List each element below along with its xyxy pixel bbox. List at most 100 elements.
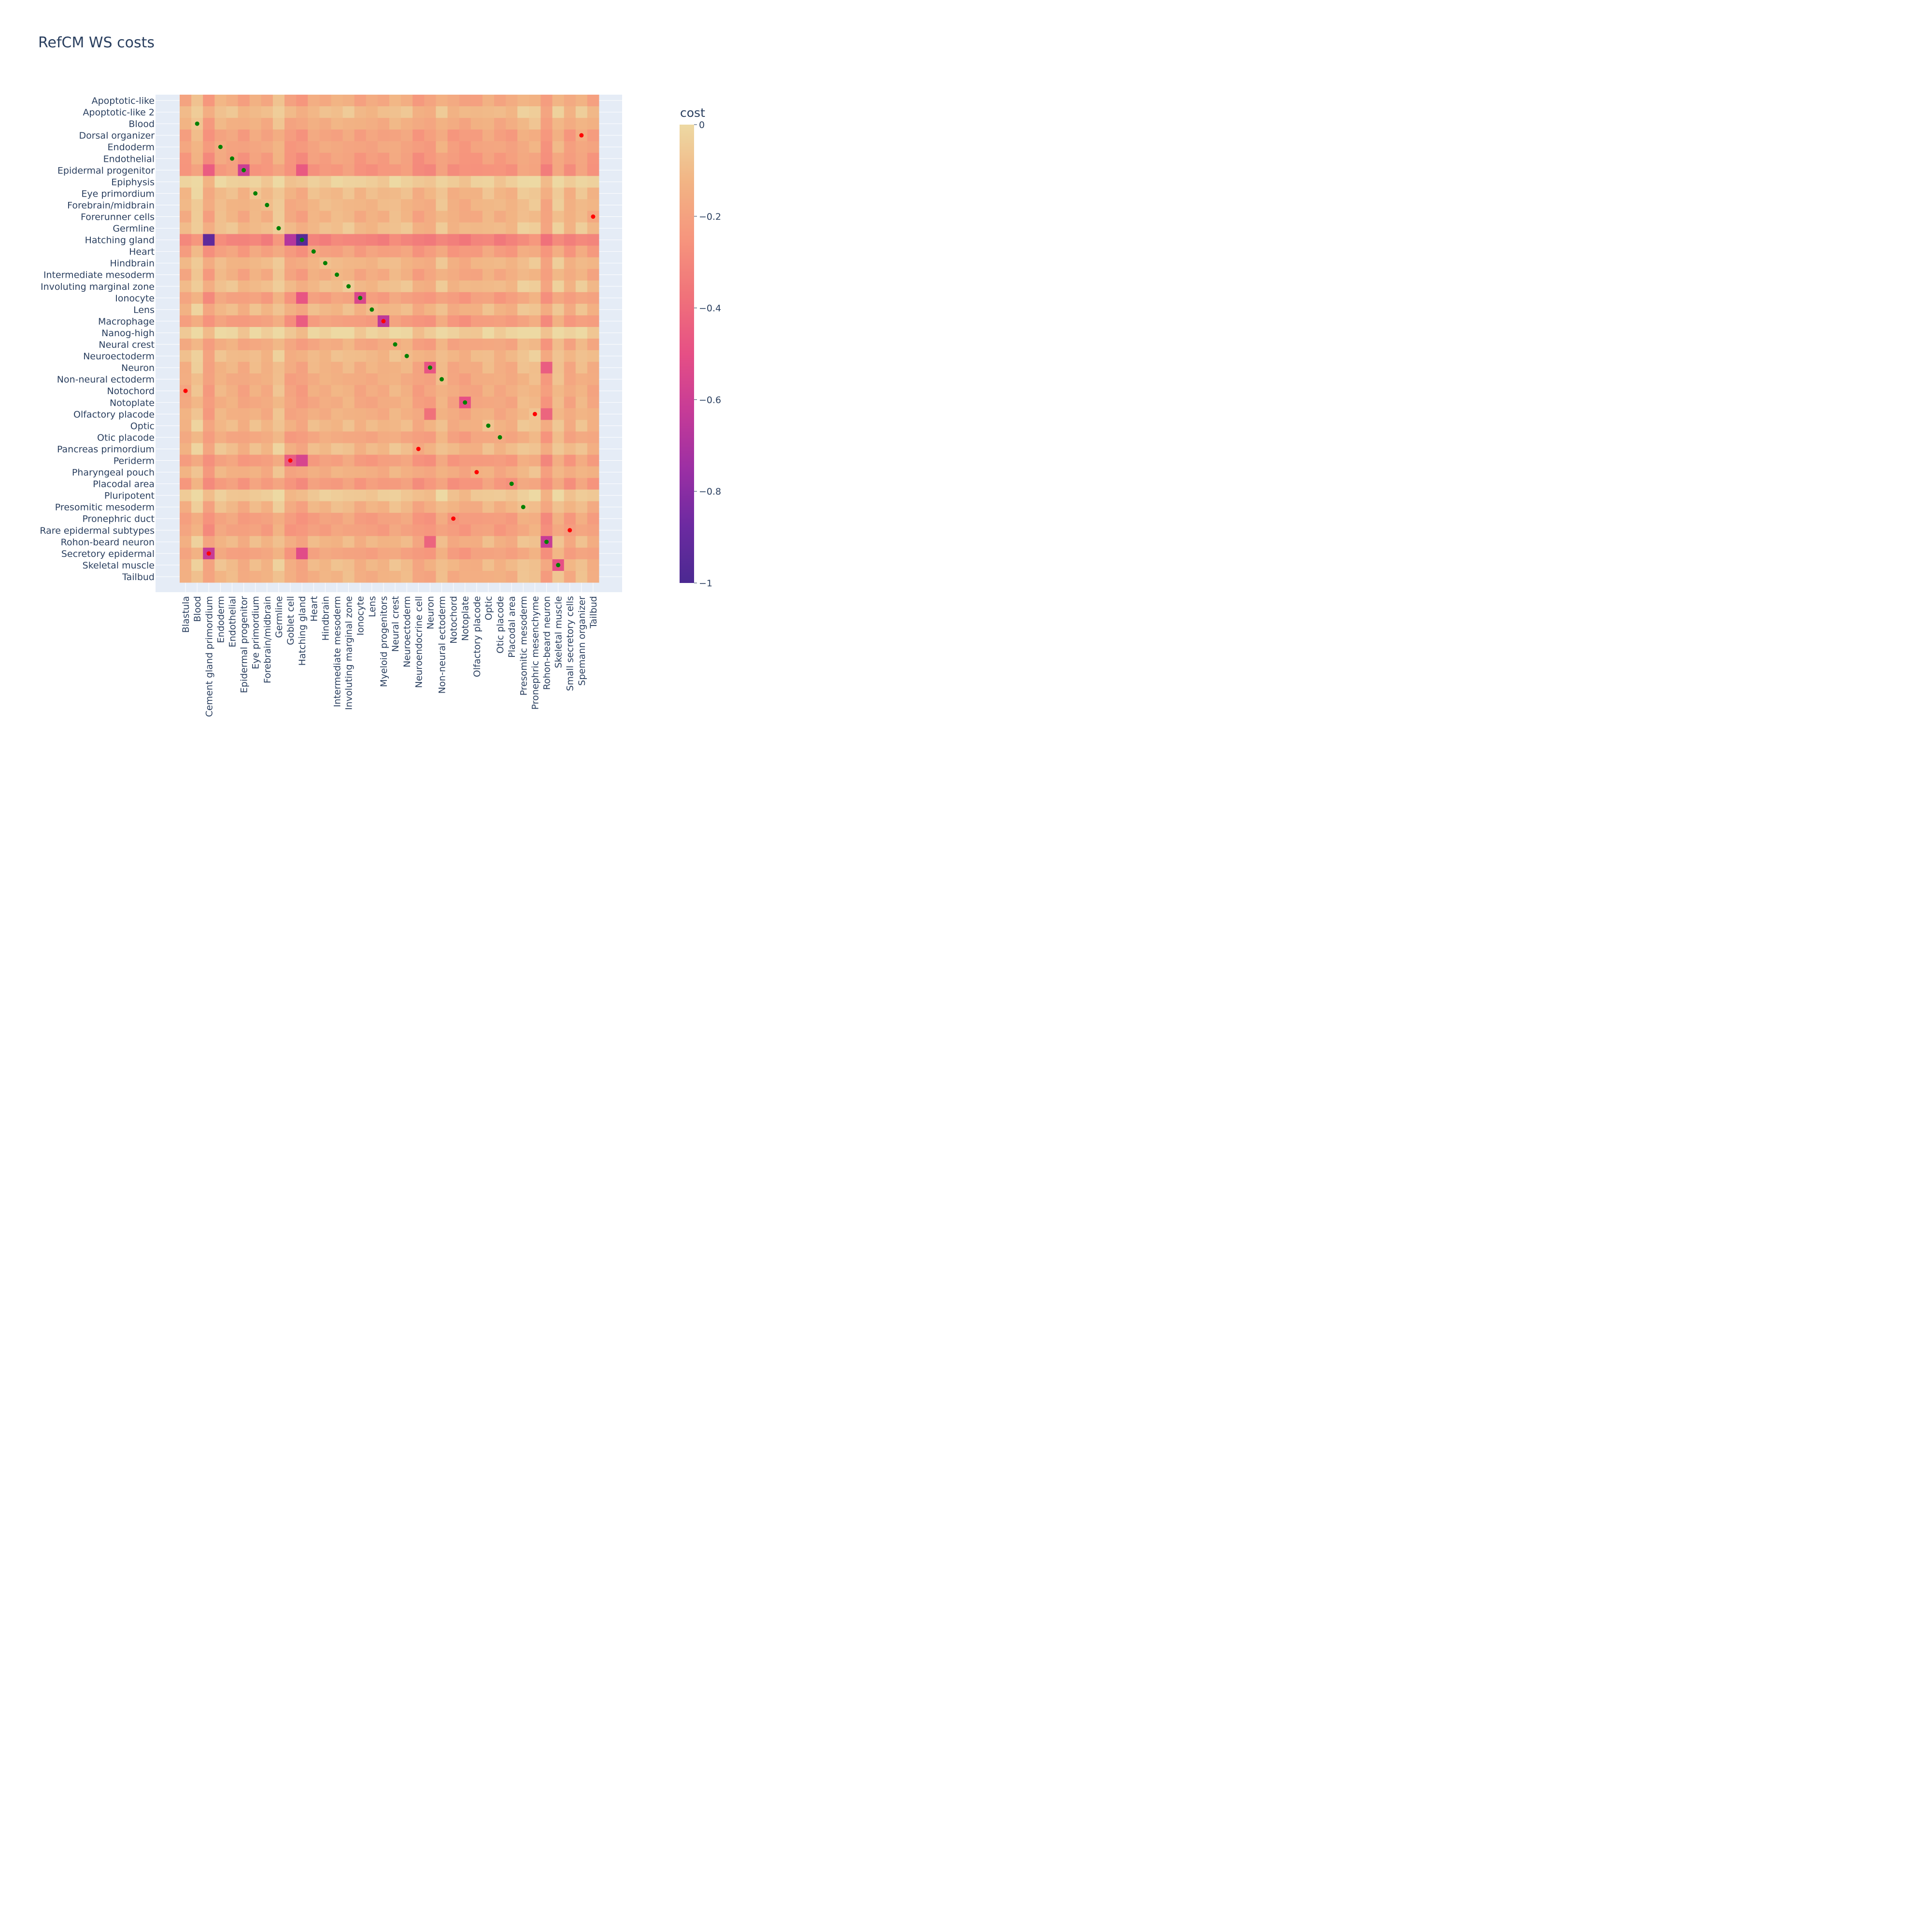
heatmap-cell (470, 547, 483, 560)
y-tick-label: Nanog-high (101, 328, 155, 339)
heatmap-cell (284, 570, 297, 583)
heatmap-cell (575, 269, 588, 281)
heatmap-cell (552, 547, 565, 560)
heatmap-cell (517, 559, 529, 571)
heatmap-cell (226, 478, 238, 490)
heatmap-cell (342, 199, 355, 211)
heatmap-cell (249, 211, 262, 223)
heatmap-cell (424, 280, 436, 293)
heatmap-cell (424, 257, 436, 270)
heatmap-cell (319, 536, 331, 548)
heatmap-cell (587, 455, 599, 467)
heatmap-cell (494, 187, 506, 199)
heatmap-cell (308, 164, 320, 176)
heatmap-cell (272, 536, 285, 548)
heatmap-cell (459, 280, 471, 293)
heatmap-cell (296, 269, 308, 281)
heatmap-cell (342, 466, 355, 478)
heatmap-cell (377, 397, 390, 409)
heatmap-cell (296, 385, 308, 397)
heatmap-cell (249, 466, 262, 478)
heatmap-cell (470, 559, 483, 571)
heatmap-cell (296, 443, 308, 455)
heatmap-cell (261, 315, 273, 327)
heatmap-cell (272, 478, 285, 490)
heatmap-cell (447, 187, 460, 199)
heatmap-cell (249, 257, 262, 270)
heatmap-cell (459, 222, 471, 234)
heatmap-cell (342, 222, 355, 234)
heatmap-cell (272, 292, 285, 304)
heatmap-cell (424, 292, 436, 304)
heatmap-cell (249, 118, 262, 130)
heatmap-cell (552, 478, 565, 490)
heatmap-cell (459, 118, 471, 130)
heatmap-cell (401, 257, 413, 270)
heatmap-cell (238, 408, 250, 420)
heatmap-cell (447, 536, 460, 548)
heatmap-cell (377, 199, 390, 211)
green-marker (299, 238, 304, 242)
heatmap-cell (436, 524, 448, 537)
heatmap-cell (401, 234, 413, 246)
heatmap-cell (540, 199, 553, 211)
heatmap-cell (296, 129, 308, 142)
heatmap-cell (249, 501, 262, 513)
heatmap-cell (587, 397, 599, 409)
heatmap-cell (552, 292, 565, 304)
heatmap-cell (342, 176, 355, 188)
heatmap-cell (459, 153, 471, 165)
heatmap-cell (238, 303, 250, 316)
heatmap-cell (319, 129, 331, 142)
heatmap-cell (203, 339, 215, 351)
heatmap-cell (494, 106, 506, 118)
heatmap-cell (238, 547, 250, 560)
heatmap-cell (342, 350, 355, 362)
heatmap-cell (366, 280, 378, 293)
heatmap-cell (506, 443, 518, 455)
heatmap-cell (494, 303, 506, 316)
heatmap-cell (203, 187, 215, 199)
heatmap-cell (226, 501, 238, 513)
heatmap-cell (575, 373, 588, 385)
heatmap-cell (331, 512, 343, 525)
heatmap-cell (575, 315, 588, 327)
heatmap-cell (261, 327, 273, 339)
heatmap-cell (494, 269, 506, 281)
x-tick-label: Goblet cell (285, 596, 296, 645)
heatmap-cell (180, 570, 192, 583)
heatmap-cell (564, 501, 576, 513)
heatmap-cell (506, 385, 518, 397)
heatmap-cell (308, 524, 320, 537)
heatmap-cell (424, 524, 436, 537)
heatmap-cell (203, 350, 215, 362)
heatmap-cell (296, 153, 308, 165)
heatmap-cell (389, 570, 401, 583)
green-marker (486, 423, 491, 428)
heatmap-cell (517, 466, 529, 478)
heatmap-cell (308, 303, 320, 316)
heatmap-cell (308, 211, 320, 223)
heatmap-cell (564, 269, 576, 281)
y-tick-label: Olfactory placode (73, 409, 155, 420)
heatmap-cell (354, 315, 367, 327)
heatmap-cell (226, 362, 238, 374)
heatmap-cell (389, 547, 401, 560)
heatmap-cell (366, 211, 378, 223)
heatmap-cell (482, 431, 495, 443)
heatmap-cell (203, 129, 215, 142)
colorbar-tick-label: −0.8 (699, 486, 721, 497)
heatmap-cell (377, 362, 390, 374)
heatmap-cell (587, 536, 599, 548)
heatmap-cell (180, 118, 192, 130)
heatmap-cell (214, 443, 227, 455)
heatmap-cell (238, 524, 250, 537)
heatmap-cell (284, 466, 297, 478)
heatmap-cell (459, 234, 471, 246)
heatmap-cell (284, 141, 297, 153)
heatmap-cell (412, 524, 425, 537)
green-marker (311, 249, 316, 254)
heatmap-cell (342, 559, 355, 571)
heatmap-cell (575, 512, 588, 525)
heatmap-cell (575, 536, 588, 548)
